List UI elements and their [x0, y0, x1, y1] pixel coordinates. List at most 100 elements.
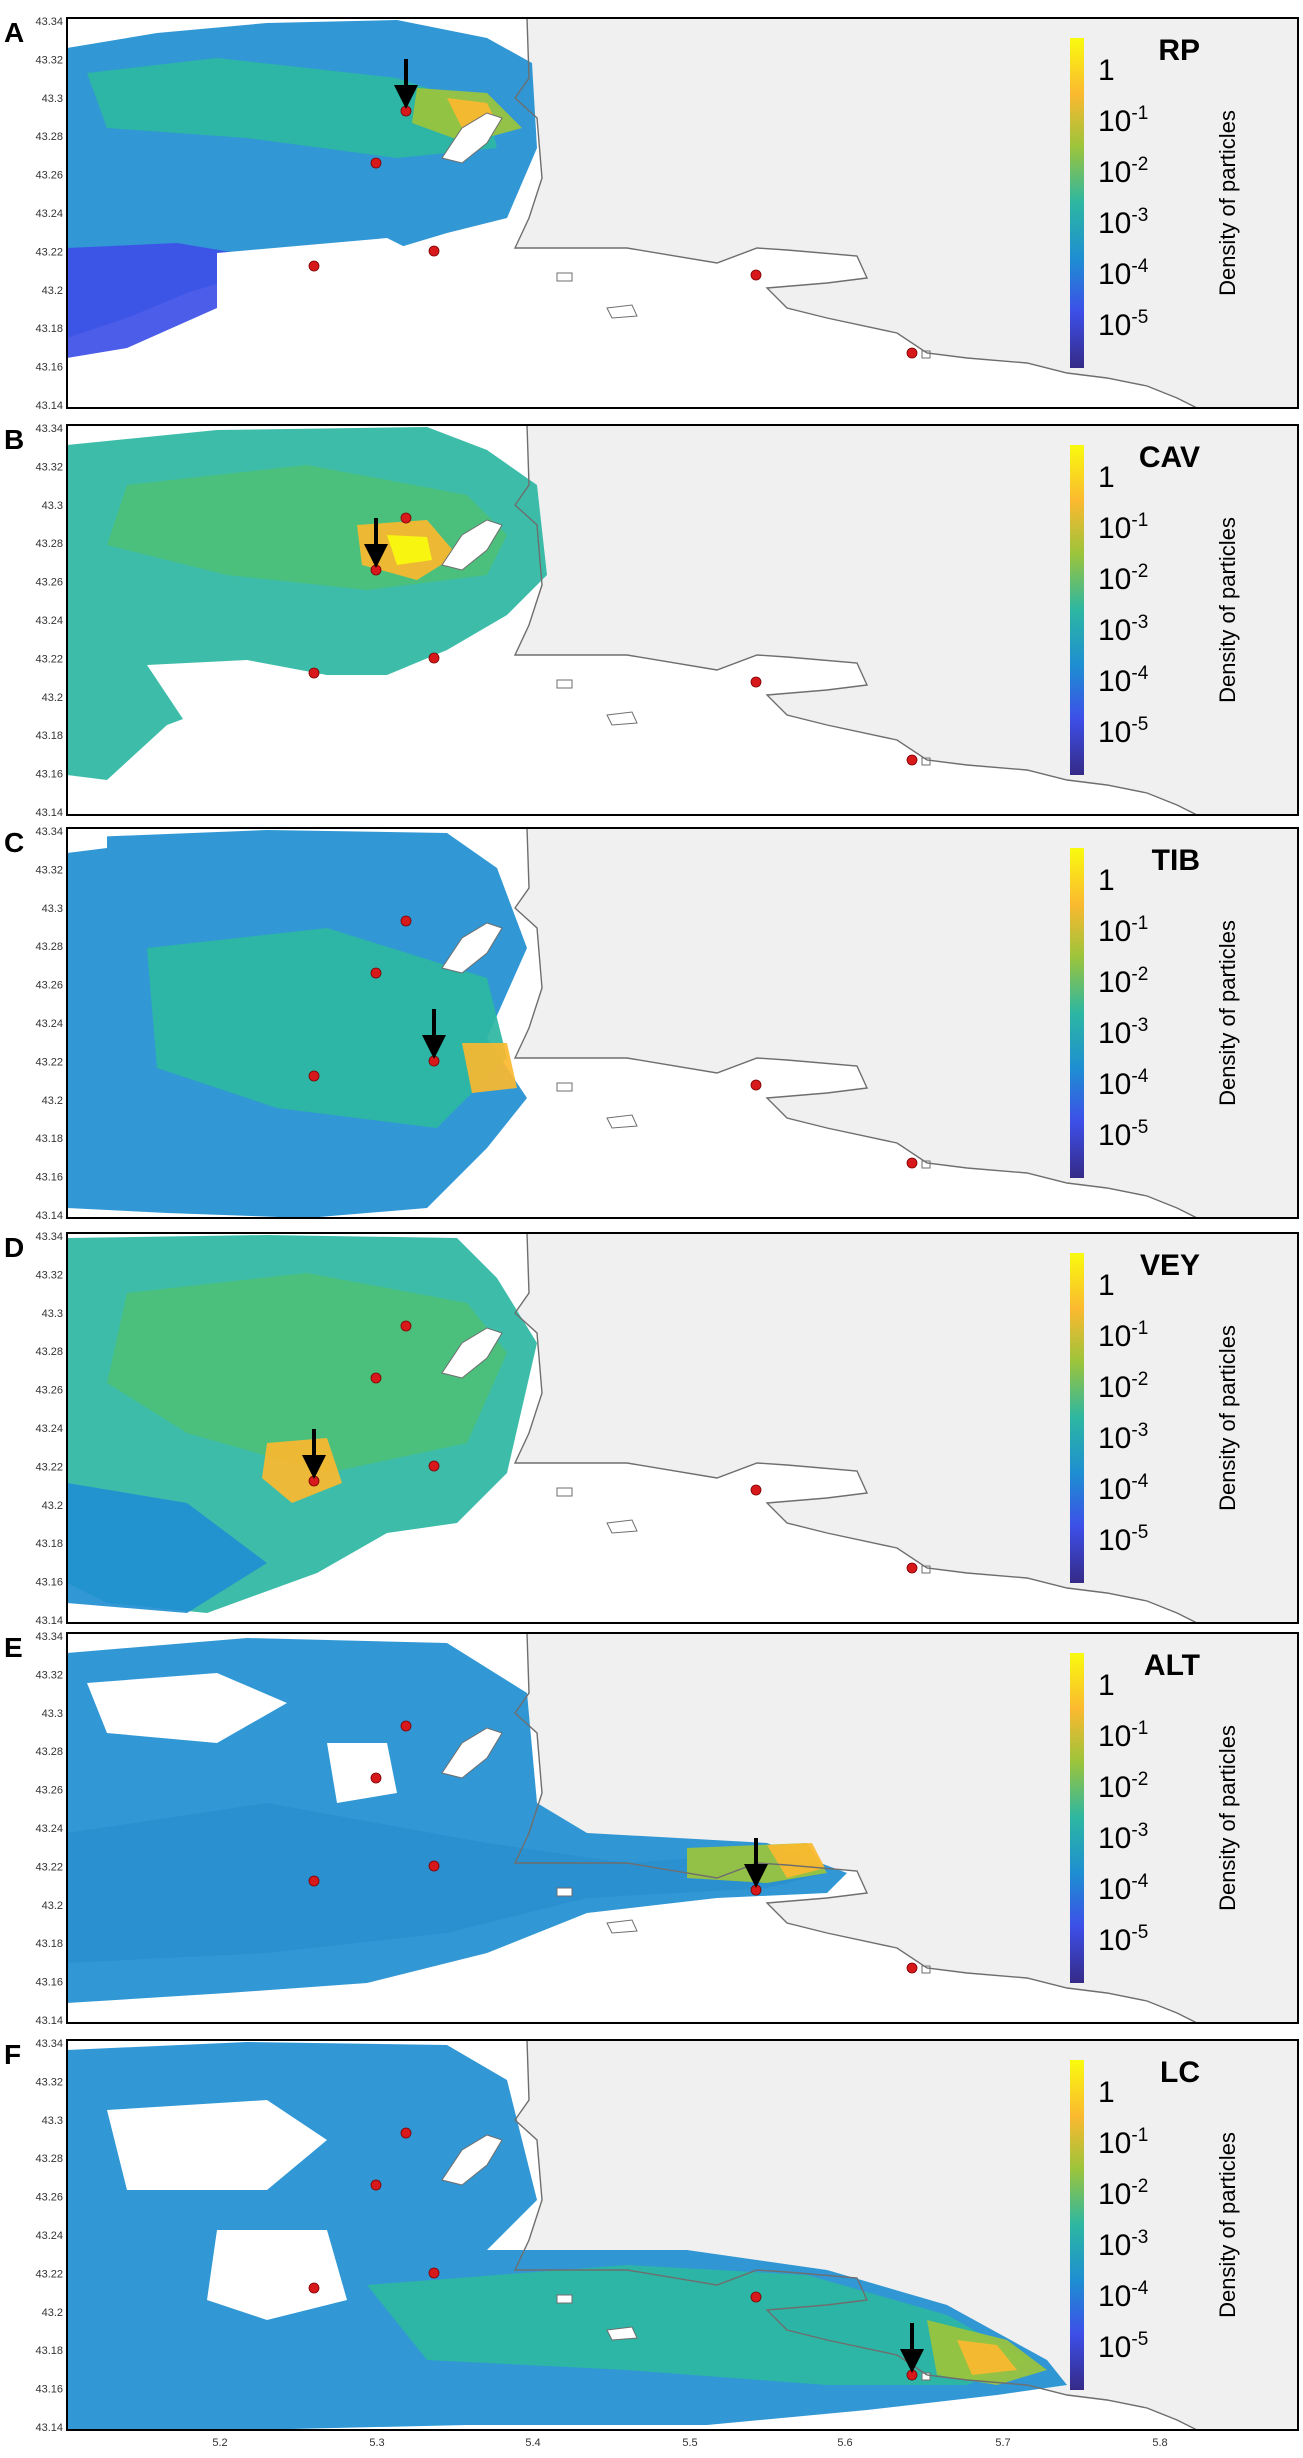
colorbar-tick-label: 10-2	[1098, 1769, 1148, 1804]
y-tick-label: 43.34	[35, 16, 63, 28]
colorbar-title: Density of particles	[1215, 517, 1240, 703]
y-tick-label: 43.24	[35, 2230, 63, 2242]
particle-density-area	[462, 1043, 517, 1093]
map-area	[66, 1632, 1299, 2024]
y-tick-label: 43.14	[35, 2015, 63, 2027]
release-point	[400, 105, 412, 117]
y-tick-label: 43.34	[35, 826, 63, 838]
land-area	[515, 425, 1298, 815]
land-area	[515, 828, 1298, 1218]
release-point	[308, 260, 320, 272]
release-point	[428, 2267, 440, 2279]
y-tick-label: 43.34	[35, 423, 63, 435]
island	[606, 1919, 638, 1934]
y-tick-label: 43.18	[35, 2345, 63, 2357]
colorbar-tick-label: 10-3	[1098, 1015, 1148, 1050]
colorbar-tick-label: 10-1	[1098, 913, 1148, 948]
release-point	[308, 1875, 320, 1887]
y-tick-label: 43.2	[42, 285, 63, 297]
colorbar-tick-label: 10-5	[1098, 1922, 1148, 1957]
y-tick-label: 43.24	[35, 1423, 63, 1435]
island	[441, 519, 503, 571]
particle-free-zone	[217, 238, 447, 338]
colorbar-tick-label: 10-3	[1098, 1420, 1148, 1455]
particle-density-area	[957, 2340, 1017, 2375]
y-tick-label: 43.16	[35, 769, 63, 781]
colorbar-tick-label: 10-4	[1098, 1471, 1149, 1506]
coastline	[513, 1232, 1198, 1624]
land-area	[515, 18, 1298, 408]
map-area	[66, 2039, 1299, 2431]
colorbar	[1070, 445, 1084, 775]
colorbar-title: Density of particles	[1215, 920, 1240, 1106]
release-point	[400, 1720, 412, 1732]
release-point	[906, 347, 918, 359]
release-point	[906, 1157, 918, 1169]
site-label: VEY	[1140, 1249, 1200, 1282]
y-tick-label: 43.26	[35, 1385, 63, 1397]
y-tick-label: 43.28	[35, 1746, 63, 1758]
island	[556, 2294, 573, 2304]
site-label: LC	[1160, 2056, 1200, 2089]
island	[556, 679, 573, 689]
y-tick-label: 43.22	[35, 1461, 63, 1473]
colorbar	[1070, 848, 1084, 1178]
x-tick-label: 5.2	[212, 2437, 227, 2449]
release-point	[400, 915, 412, 927]
coastline	[513, 424, 1198, 816]
panel-letter: D	[4, 1232, 24, 1263]
colorbar-tick-label: 1	[1098, 1269, 1115, 1302]
release-point	[400, 512, 412, 524]
colorbar-tick-label: 10-5	[1098, 307, 1148, 342]
y-tick-label: 43.28	[35, 131, 63, 143]
island	[606, 1114, 638, 1129]
y-tick-label: 43.28	[35, 538, 63, 550]
y-tick-label: 43.22	[35, 1056, 63, 1068]
release-point	[428, 1055, 440, 1067]
site-label: RP	[1158, 34, 1200, 67]
y-tick-label: 43.22	[35, 2268, 63, 2280]
colorbar-tick-label: 10-5	[1098, 1117, 1148, 1152]
particle-density-area	[387, 535, 432, 565]
release-point	[370, 1372, 382, 1384]
island	[606, 1519, 638, 1534]
particle-free-zone	[327, 1743, 397, 1803]
release-point	[400, 1320, 412, 1332]
release-point	[308, 1070, 320, 1082]
release-point	[370, 1772, 382, 1784]
x-tick-label: 5.5	[682, 2437, 697, 2449]
colorbar-tick-label: 10-1	[1098, 510, 1148, 545]
colorbar-tick-label: 1	[1098, 461, 1115, 494]
island	[441, 112, 503, 164]
release-point	[750, 676, 762, 688]
colorbar-tick-label: 1	[1098, 864, 1115, 897]
x-tick-label: 5.6	[837, 2437, 852, 2449]
release-point	[370, 2179, 382, 2191]
colorbar-tick-label: 10-2	[1098, 964, 1148, 999]
particle-density-area	[147, 928, 507, 1128]
x-tick-label: 5.7	[995, 2437, 1010, 2449]
colorbar-tick-label: 10-4	[1098, 2278, 1149, 2313]
release-point	[906, 1962, 918, 1974]
colorbar-tick-label: 10-1	[1098, 1718, 1148, 1753]
island	[556, 1887, 573, 1897]
release-point	[750, 1884, 762, 1896]
release-point	[750, 2291, 762, 2303]
panel-letter: C	[4, 827, 24, 858]
y-tick-label: 43.3	[42, 1308, 63, 1320]
panel-b: B 43.34 43.32 43.3 43.28 43.26 43.24 43.22 43.2 4…	[4, 423, 1299, 819]
colorbar-tick-label: 10-4	[1098, 1871, 1149, 1906]
x-tick-label: 5.4	[525, 2437, 540, 2449]
colorbar-title: Density of particles	[1215, 1325, 1240, 1511]
colorbar-tick-label: 10-3	[1098, 1820, 1148, 1855]
y-tick-label: 43.2	[42, 1900, 63, 1912]
y-tick-label: 43.16	[35, 1977, 63, 1989]
y-tick-label: 43.24	[35, 615, 63, 627]
x-tick-label: 5.3	[369, 2437, 384, 2449]
colorbar-tick-label: 10-3	[1098, 2227, 1148, 2262]
particle-free-zone	[207, 2230, 347, 2320]
colorbar-tick-label: 10-2	[1098, 561, 1148, 596]
y-tick-label: 43.32	[35, 2076, 63, 2088]
island	[606, 304, 638, 319]
